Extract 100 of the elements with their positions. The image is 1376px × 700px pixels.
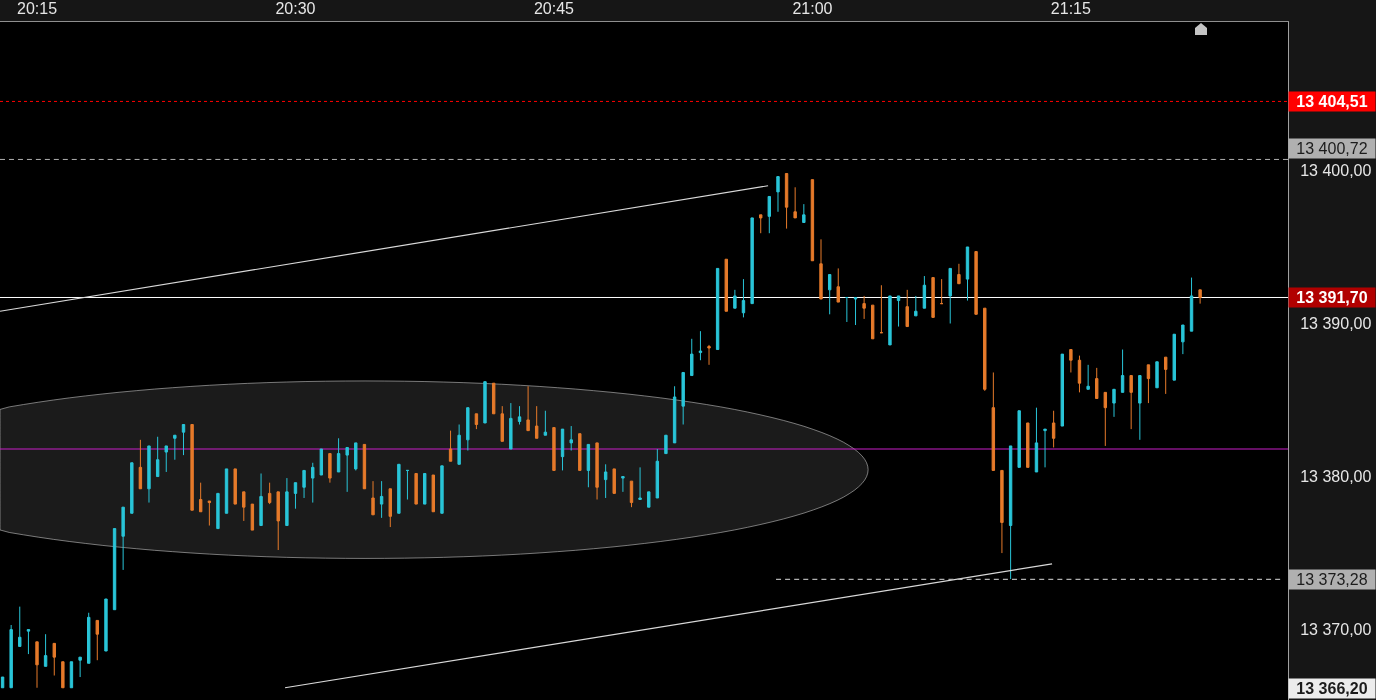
candlestick	[1043, 428, 1047, 468]
candlestick	[61, 661, 65, 689]
candlestick	[974, 251, 978, 315]
candlestick	[690, 338, 694, 377]
y-tick-label: 13 390,00	[1300, 315, 1372, 333]
candlestick	[1051, 410, 1056, 448]
candlestick	[931, 277, 935, 318]
candlestick	[939, 278, 944, 305]
candlestick	[483, 381, 487, 424]
candlestick	[345, 446, 349, 493]
candlestick	[216, 492, 220, 530]
candlestick	[1008, 445, 1013, 580]
candlestick	[1103, 391, 1108, 447]
candlestick	[733, 289, 737, 309]
candlestick	[0, 676, 5, 689]
candlestick	[707, 344, 711, 366]
candlestick	[724, 258, 728, 312]
candlestick	[1077, 355, 1082, 393]
candlestick	[1026, 422, 1030, 468]
candlestick	[793, 186, 797, 219]
candlestick	[319, 448, 324, 476]
candlestick	[870, 304, 875, 340]
candlestick	[474, 413, 479, 430]
candlestick	[466, 407, 470, 452]
candlestick	[991, 371, 996, 471]
candlestick	[1095, 367, 1099, 399]
candlestick	[965, 246, 970, 302]
candlestick	[18, 606, 22, 647]
y-tick-label: 13 370,00	[1300, 621, 1372, 639]
candlestick	[1034, 407, 1039, 473]
y-tick-label: 13 400,00	[1300, 162, 1372, 180]
candlestick	[664, 434, 668, 455]
candlestick	[405, 469, 410, 501]
candlestick	[578, 433, 582, 471]
candlestick	[914, 295, 918, 317]
candlestick	[1181, 324, 1185, 355]
candlestick	[603, 463, 608, 499]
candlestick	[1069, 349, 1073, 373]
candlestick	[414, 472, 418, 505]
candlestick	[767, 195, 772, 234]
candlestick	[95, 619, 99, 661]
candlestick	[1172, 333, 1176, 381]
candlestick	[1146, 364, 1151, 404]
candlestick	[1120, 349, 1125, 393]
candlestick	[293, 482, 298, 510]
candlestick	[138, 439, 143, 490]
candlestick	[147, 445, 151, 504]
candlestick	[1112, 388, 1116, 418]
x-tick-label: 20:30	[275, 0, 316, 17]
candlestick	[595, 442, 599, 501]
ref-line-label: 13 400,72	[1296, 140, 1368, 157]
candlestick	[1155, 361, 1159, 389]
candlestick	[905, 289, 909, 328]
candlestick	[784, 173, 789, 230]
candlestick	[655, 448, 660, 499]
candlestick	[242, 491, 246, 522]
candlestick	[302, 469, 306, 499]
candlestick	[35, 641, 39, 689]
candlestick	[560, 428, 565, 471]
candlestick	[1198, 289, 1202, 305]
candlestick	[388, 488, 392, 528]
x-tick-label: 20:45	[533, 0, 575, 17]
candlestick	[741, 278, 746, 318]
series-label: 13 373,28	[1296, 571, 1368, 588]
candlestick	[983, 307, 987, 392]
candlestick	[879, 284, 884, 334]
candlestick	[250, 503, 255, 531]
candlestick	[827, 274, 832, 315]
candlestick	[233, 468, 237, 505]
candlestick	[681, 371, 685, 426]
candlestick	[121, 506, 125, 571]
candlestick	[311, 462, 315, 504]
candlestick	[750, 217, 754, 305]
candlestick	[896, 295, 901, 328]
candlestick	[43, 633, 48, 667]
candlestick	[491, 382, 496, 415]
candlestick	[922, 275, 927, 309]
candlestick	[130, 462, 134, 514]
candlestick	[379, 480, 384, 519]
candlestick	[1189, 277, 1194, 332]
candlestick	[534, 405, 539, 439]
candlestick	[190, 424, 194, 511]
candlestick	[397, 463, 401, 514]
candlestick	[862, 295, 866, 320]
candlestick	[9, 624, 13, 689]
candlestick	[612, 468, 616, 494]
candlestick	[457, 424, 461, 465]
candlestick	[957, 263, 961, 285]
candlestick	[647, 491, 651, 508]
candlestick	[328, 453, 332, 484]
candlestick	[569, 425, 573, 452]
candlestick	[888, 295, 892, 346]
x-tick-label: 20:15	[16, 0, 58, 17]
candlestick	[1060, 353, 1065, 427]
y-tick-label: 13 380,00	[1300, 468, 1372, 486]
candlestick	[26, 629, 31, 655]
candlestick	[586, 443, 591, 488]
candlestick	[259, 472, 263, 527]
candlestick	[1138, 375, 1142, 441]
candlestick	[207, 500, 212, 527]
